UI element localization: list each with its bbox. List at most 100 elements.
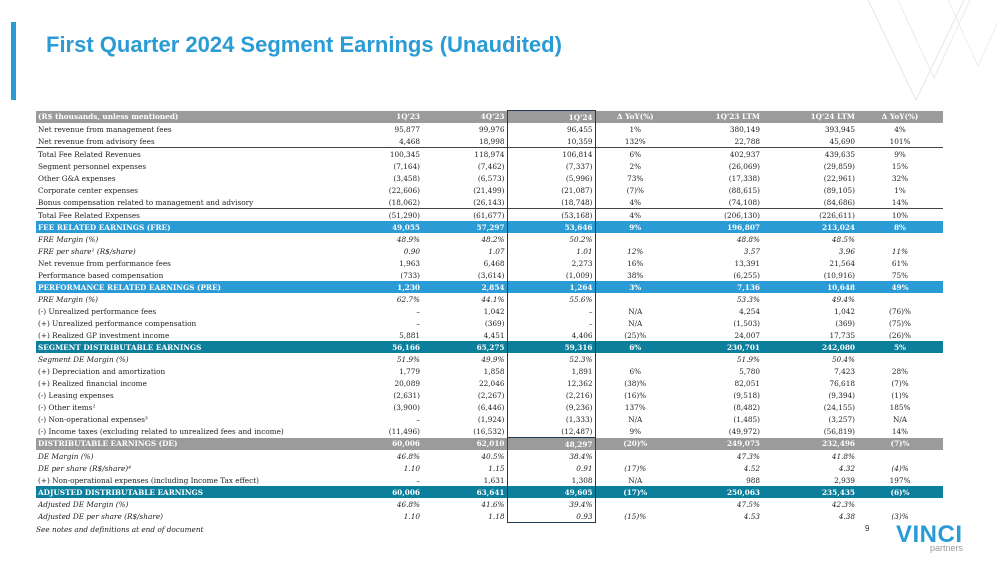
table-cell: (24,155) xyxy=(823,402,855,412)
table-cell: (1,503) xyxy=(733,318,760,328)
table-cell: (369) xyxy=(835,318,855,328)
table-cell: 61% xyxy=(891,258,909,268)
table-row: (+) Depreciation and amortization 1,779 1,… xyxy=(36,365,943,377)
table-cell: (9,394) xyxy=(828,390,855,400)
table-cell: 15% xyxy=(891,161,909,171)
table-cell: (+) Depreciation and amortization xyxy=(38,366,166,376)
table-row: ADJUSTED DISTRIBUTABLE EARNINGS 60,006 63,… xyxy=(36,486,943,498)
table-cell: 28% xyxy=(891,366,909,376)
table-cell: 1.10 xyxy=(403,511,420,521)
table-cell: 48.9% xyxy=(396,234,420,244)
table-cell xyxy=(595,293,675,305)
table-cell: (7)% xyxy=(857,437,943,450)
table-cell: Performance based compensation xyxy=(38,270,164,280)
table-cell: 4% xyxy=(629,197,642,207)
table-cell: (3,257) xyxy=(828,414,855,424)
table-cell: 60,006 xyxy=(340,437,422,450)
table-cell: 1.15 xyxy=(488,463,505,473)
table-cell: 22,046 xyxy=(478,378,505,388)
table-cell: 44.1% xyxy=(481,294,505,304)
table-cell: 1,779 xyxy=(399,366,420,376)
table-cell: 12,362 xyxy=(506,377,596,389)
table-row: (-) Other items² (3,900) (6,446) (9,236) 137… xyxy=(36,401,943,413)
table-cell: (22,606) xyxy=(388,185,420,195)
table-cell: (733) xyxy=(400,270,420,280)
table-row: DE Margin (%) 46.8% 40.5% 38.4% 47.3% 41.8% xyxy=(36,450,943,462)
table-cell: 250,063 xyxy=(675,486,762,498)
table-cell xyxy=(595,498,675,510)
table-cell: (26,069) xyxy=(728,161,760,171)
table-cell: (53,168) xyxy=(506,208,596,221)
table-cell: Corporate center expenses xyxy=(38,185,139,195)
table-cell: 9% xyxy=(595,221,675,233)
table-cell: 63,641 xyxy=(422,486,507,498)
table-cell: 51.9% xyxy=(736,354,760,364)
table-cell: (+) Realized GP investment income xyxy=(38,330,170,340)
table-header-cell: 1Q'24 LTM xyxy=(762,110,857,123)
segment-earnings-table: (R$ thousands, unless mentioned) 1Q'23 4Q'… xyxy=(36,110,943,523)
table-cell: N/A xyxy=(628,318,643,328)
table-row: Total Fee Related Expenses (51,290) (61,67… xyxy=(36,208,943,221)
table-cell: 1,042 xyxy=(483,306,505,316)
table-cell: Total Fee Related Revenues xyxy=(36,147,340,160)
table-cell: 76,618 xyxy=(829,378,855,388)
table-cell: (1,485) xyxy=(733,414,760,424)
table-row: PRE Margin (%) 62.7% 44.1% 55.6% 53.3% 49.4% xyxy=(36,293,943,305)
table-cell xyxy=(857,450,943,462)
table-cell: (1,333) xyxy=(506,413,596,425)
table-cell: 56,166 xyxy=(340,341,422,353)
table-cell: N/A xyxy=(628,306,643,316)
table-cell: PRE Margin (%) xyxy=(38,294,99,304)
table-cell: 32% xyxy=(891,173,909,183)
table-cell: 59,316 xyxy=(506,341,596,353)
table-cell: 11% xyxy=(891,246,909,256)
table-cell: (206,130) xyxy=(675,208,762,221)
table-cell: (9,236) xyxy=(506,401,596,413)
table-cell: (2,267) xyxy=(477,390,505,400)
table-cell: (7,164) xyxy=(393,161,420,171)
table-cell: 0.90 xyxy=(403,246,420,256)
table-cell: (76)% xyxy=(889,306,911,316)
table-cell: – xyxy=(416,475,420,485)
table-row: FEE RELATED EARNINGS (FRE) 49,055 57,297 53… xyxy=(36,221,943,233)
table-cell: (2,216) xyxy=(506,389,596,401)
table-row: Adjusted DE Margin (%) 46.8% 41.6% 39.4% 47.… xyxy=(36,498,943,510)
table-header-cell: 1Q'24 xyxy=(506,110,596,123)
table-cell: 1.10 xyxy=(403,463,420,473)
table-cell: 4.53 xyxy=(743,511,760,521)
table-cell: (+) Unrealized performance compensation xyxy=(38,318,197,328)
table-cell: 1,858 xyxy=(483,366,505,376)
table-row: (+) Non-operational expenses (including … xyxy=(36,474,943,486)
table-cell: 53,646 xyxy=(506,221,596,233)
table-cell: (21,087) xyxy=(506,184,596,196)
table-row: (+) Realized financial income 20,089 22,04… xyxy=(36,377,943,389)
table-cell: (18,062) xyxy=(388,197,420,207)
table-row: Net revenue from performance fees 1,963 6,… xyxy=(36,257,943,269)
table-cell: 402,937 xyxy=(675,147,762,160)
table-cell: 10,648 xyxy=(762,281,857,293)
table-cell: 118,974 xyxy=(422,147,507,160)
table-cell: 101% xyxy=(889,136,911,146)
table-cell: 5,780 xyxy=(739,366,760,376)
table-row: DISTRIBUTABLE EARNINGS (DE) 60,006 62,010 4… xyxy=(36,437,943,450)
table-header-row: (R$ thousands, unless mentioned) 1Q'23 4Q'… xyxy=(36,110,943,123)
table-row: (+) Realized GP investment income 5,881 4,… xyxy=(36,329,943,341)
table-row: Net revenue from management fees 95,877 99… xyxy=(36,123,943,135)
table-cell: 232,496 xyxy=(762,437,857,450)
table-cell: 4.38 xyxy=(838,511,855,521)
table-cell: (7,462) xyxy=(477,161,505,171)
table-cell xyxy=(857,498,943,510)
table-cell: 235,435 xyxy=(762,486,857,498)
table-cell: 95,877 xyxy=(394,124,420,134)
table-cell: (2,631) xyxy=(393,390,420,400)
table-cell: N/A xyxy=(892,414,908,424)
table-cell: (7)% xyxy=(891,378,909,388)
table-cell: (6)% xyxy=(857,486,943,498)
table-cell: 14% xyxy=(891,426,909,436)
table-cell: 4.32 xyxy=(838,463,855,473)
table-cell: – xyxy=(506,317,596,329)
table-cell: DE per share (R$/share)⁴ xyxy=(38,463,132,473)
table-cell: (-) Other items² xyxy=(38,402,96,412)
table-cell: (1,924) xyxy=(477,414,505,424)
table-cell: (5,996) xyxy=(506,172,596,184)
